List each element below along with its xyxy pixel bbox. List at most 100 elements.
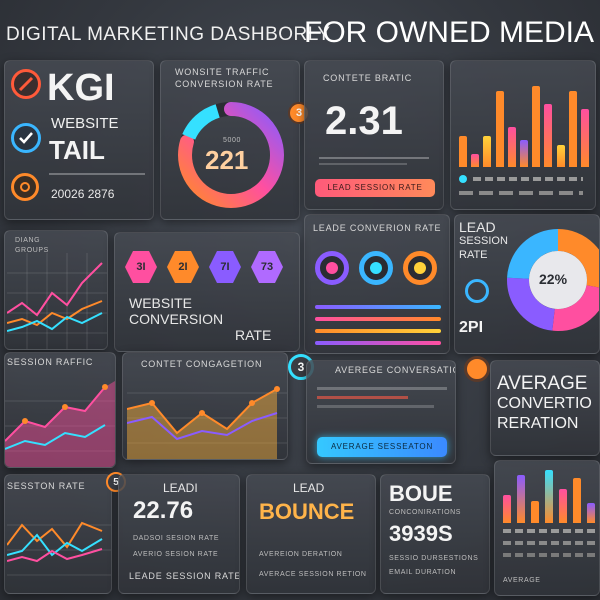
session-traffic-title: SESSION RAFFIC [7, 357, 94, 367]
top-bar[interactable] [568, 90, 577, 167]
kpi-title: KGI [47, 67, 115, 109]
bounce-right-panel[interactable]: BOUE CONCONIRATIONS 3939S SESSIO DURSEST… [380, 474, 490, 594]
top-bar[interactable] [532, 86, 541, 167]
top-bar[interactable] [459, 135, 467, 167]
session-rate-panel[interactable]: SESSTON RATE [4, 474, 112, 594]
leads-ring-orange-icon[interactable] [403, 251, 437, 285]
top-bar[interactable] [544, 104, 553, 167]
hex-badge[interactable]: 73 [251, 251, 283, 283]
bounce-line-1: AVEREION DERATION [259, 551, 343, 558]
bottom-bar[interactable] [503, 495, 511, 523]
hex-badge[interactable]: 2I [167, 251, 199, 283]
kpi-panel[interactable]: KGI WEBSITE TAIL 20026 2876 [4, 60, 154, 220]
bottom-bar[interactable] [587, 503, 595, 523]
average-big-icon[interactable] [464, 356, 490, 382]
bottom-bar[interactable] [573, 478, 581, 523]
bottom-bar[interactable] [531, 500, 539, 523]
lead-bottom-title: LEADI [163, 481, 198, 495]
website-conversion-line-1: WEBSITE [129, 295, 193, 311]
conversion-panel[interactable]: CONTETE BRATIC 2.31 LEAD SESSION RATE [304, 60, 444, 210]
traffic-gauge-small-label: 5000 [223, 137, 241, 144]
content-congestion-panel[interactable]: CONTET CONGAGETION [122, 352, 288, 460]
session-traffic-panel[interactable]: SESSION RAFFIC [4, 352, 116, 468]
lead-bottom-panel[interactable]: LEADI 22.76 DADSOI SESION RATE AVERIO SE… [118, 474, 240, 594]
average-conversion-panel[interactable]: AVEREGE CONVERSATION AVERAGE SESSEATON [306, 360, 456, 464]
lead-donut-icon[interactable] [465, 279, 489, 303]
lead-donut-value: 22% [539, 271, 568, 287]
target-icon[interactable] [11, 173, 39, 201]
kpi-value: 20026 2876 [51, 187, 115, 201]
traffic-gauge-title-2: CONVERSION RATE [175, 79, 274, 89]
bounce-title-2: BOUNCE [259, 499, 355, 524]
leads-progress-1 [315, 305, 441, 309]
top-bar[interactable] [495, 90, 504, 167]
top-bar[interactable] [471, 153, 480, 167]
cancel-icon[interactable] [11, 69, 41, 99]
dashboard-header: DIGITAL MARKETING DASHBORLY FOR OWNED ME… [0, 14, 600, 54]
conversion-panel-lines [319, 157, 429, 165]
session-rate-title: SESSTON RATE [7, 481, 86, 491]
bounce-title-1: LEAD [293, 481, 325, 495]
average-big-line-2: CONVERTIO [497, 395, 592, 412]
dashboard-title-left: DIGITAL MARKETING DASHBORLY [6, 24, 331, 45]
website-conversion-line-2: CONVERSION [129, 311, 224, 327]
website-conversion-panel[interactable]: 3I 2I 7I 73 WEBSITE CONVERSION RATE [114, 232, 300, 352]
leads-progress-2 [315, 317, 441, 321]
leads-conversion-title: LEADE CONVERION RATE [313, 223, 442, 233]
top-bar[interactable] [507, 126, 516, 167]
content-congestion-chart [127, 386, 287, 459]
average-big-panel[interactable]: AVERAGE CONVERTIO RERATION [490, 360, 600, 456]
top-bar[interactable] [581, 108, 589, 167]
bottom-bar[interactable] [545, 469, 553, 523]
left-line-chart-title: DIANG [15, 237, 41, 244]
leads-progress-4 [315, 341, 441, 345]
traffic-gauge-value: 221 [205, 145, 249, 175]
bounce-line-2: AVERACE SESSION RETION [259, 571, 367, 578]
check-icon[interactable] [11, 123, 41, 153]
average-conversion-title: AVEREGE CONVERSATION [335, 365, 456, 375]
kpi-subtitle-1: WEBSITE [51, 115, 119, 132]
leads-ring-purple-icon[interactable] [315, 251, 349, 285]
traffic-gauge-panel[interactable]: WONSITE TRAFFIC CONVERSION RATE 5000 221 [160, 60, 300, 220]
lead-donut-ring [507, 229, 599, 331]
hex-badge[interactable]: 7I [209, 251, 241, 283]
traffic-gauge-title-1: WONSITE TRAFFIC [175, 67, 270, 77]
session-rate-chart [7, 521, 111, 576]
leads-progress-3 [315, 329, 441, 333]
bottom-bar[interactable] [559, 489, 567, 523]
left-line-chart [7, 253, 107, 349]
lead-bottom-line-1: DADSOI SESION RATE [133, 535, 220, 542]
kpi-subtitle-2: TAIL [49, 135, 105, 165]
lead-donut-panel[interactable]: LEAD SESSION RATE 2PI 22% [454, 214, 600, 354]
top-bar-chart-panel[interactable] [450, 60, 596, 210]
lead-bottom-value: 22.76 [133, 497, 194, 524]
leads-ring-blue-icon[interactable] [359, 251, 393, 285]
bottom-bar-chart-panel[interactable]: AVERAGE [494, 460, 600, 596]
left-line-chart-panel[interactable]: DIANG GROUPS [4, 230, 108, 350]
top-bar-chart-legend [459, 173, 589, 203]
bounce-right-title: BOUE [389, 481, 453, 506]
lead-donut-title-3: RATE [459, 249, 488, 261]
top-bar[interactable] [556, 144, 565, 167]
bottom-bar[interactable] [517, 475, 525, 523]
left-line-chart-title-2: GROUPS [15, 247, 49, 254]
leads-conversion-panel[interactable]: LEADE CONVERION RATE [304, 214, 450, 354]
top-bar[interactable] [483, 135, 492, 167]
top-bar-chart [459, 77, 589, 167]
bottom-bar-chart-legend [503, 529, 595, 569]
website-conversion-line-3: RATE [235, 327, 272, 343]
hex-badge[interactable]: 3I [125, 251, 157, 283]
traffic-gauge-ring [178, 102, 284, 208]
kpi-divider [49, 173, 145, 175]
average-session-button[interactable]: AVERAGE SESSEATON [317, 437, 447, 457]
content-congestion-title: CONTET CONGAGETION [141, 359, 263, 369]
bounce-panel[interactable]: LEAD BOUNCE AVEREION DERATION AVERACE SE… [246, 474, 376, 594]
average-conversion-lines [317, 387, 447, 408]
bottom-bar-chart-footer: AVERAGE [503, 577, 541, 584]
session-traffic-chart [5, 381, 115, 467]
top-bar[interactable] [520, 140, 528, 167]
conversion-panel-value: 2.31 [325, 99, 403, 143]
bounce-right-line-2: EMAIL DURATION [389, 569, 457, 576]
lead-donut-value-2: 2PI [459, 319, 484, 336]
lead-session-rate-button[interactable]: LEAD SESSION RATE [315, 179, 435, 197]
